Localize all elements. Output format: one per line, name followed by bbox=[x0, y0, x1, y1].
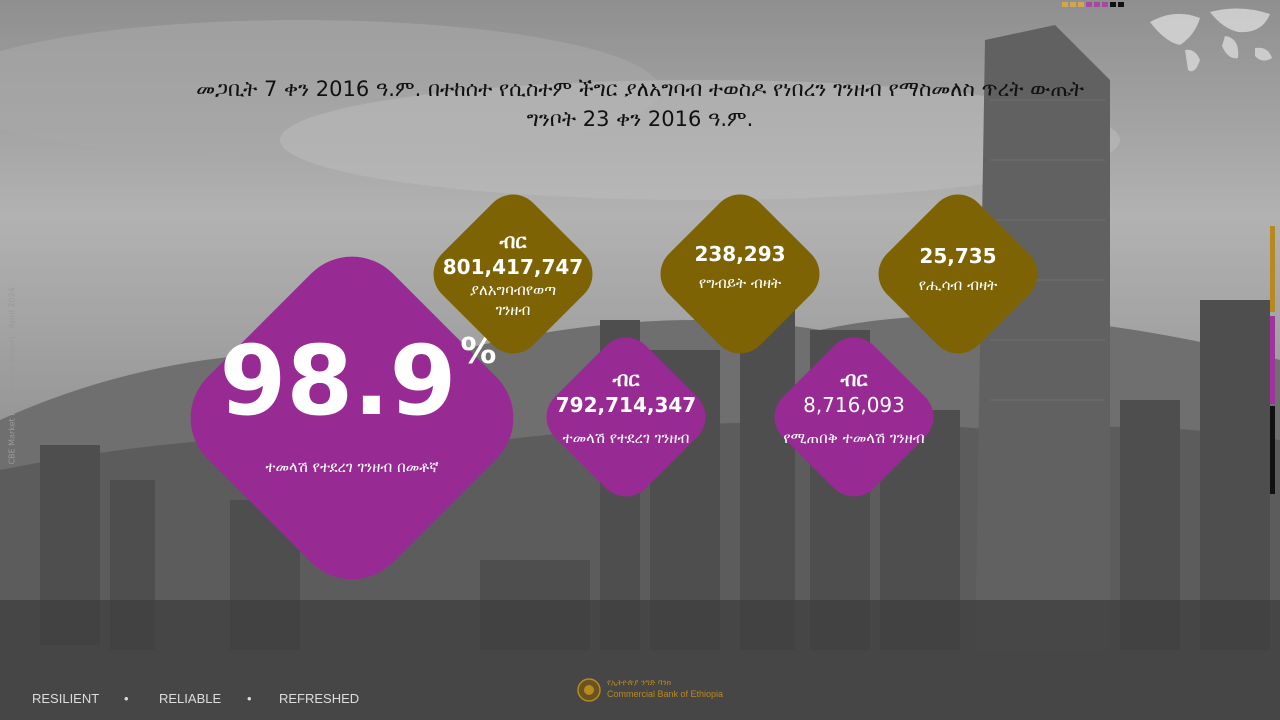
transactions-count-diamond: 238,293 የግብይት ብዛት bbox=[648, 182, 832, 366]
footer-separator-1: • bbox=[124, 691, 129, 706]
main-percentage-label: ተመላሽ የተደረገ ገንዘብ በመቶኛ bbox=[265, 458, 439, 476]
bank-name-english: Commercial Bank of Ethiopia bbox=[607, 689, 724, 699]
title-line-1: መጋቢት 7 ቀን 2016 ዓ.ም. በተከሰተ የሲስተም ችግር ያለአግ… bbox=[196, 77, 1084, 101]
unlawful-currency: ብር bbox=[499, 229, 527, 253]
accounts-count-label: የሒሳብ ብዛት bbox=[918, 276, 998, 294]
unlawful-amount-label-2: ገንዘብ bbox=[495, 301, 531, 319]
footer-reliable: RELIABLE bbox=[159, 691, 222, 706]
pending-amount-diamond: ብር 8,716,093 የሚጠበቅ ተመላሽ ገንዘብ bbox=[762, 325, 946, 509]
world-map-icon bbox=[1150, 8, 1272, 72]
pending-amount-value: 8,716,093 bbox=[803, 393, 905, 417]
unlawful-amount-label-1: ያለአግባብየወጣ bbox=[469, 281, 557, 299]
returned-amount-diamond: ብር 792,714,347 ተመላሽ የተደረገ ገንዘብ bbox=[534, 325, 718, 509]
pending-currency: ብር bbox=[840, 367, 868, 391]
title-line-2: ግንቦት 23 ቀን 2016 ዓ.ም. bbox=[526, 107, 754, 131]
main-percentage-value: 98.9 bbox=[219, 325, 457, 437]
unlawful-amount-diamond: ብር 801,417,747 ያለአግባብየወጣ ገንዘብ bbox=[421, 182, 605, 366]
transactions-count-label: የግብይት ብዛት bbox=[698, 274, 782, 292]
returned-amount-label: ተመላሽ የተደረገ ገንዘብ bbox=[562, 429, 690, 447]
bank-logo: የኢትዮጵያ ንግድ ባንክ Commercial Bank of Ethiop… bbox=[575, 676, 745, 704]
footer-refreshed: REFRESHED bbox=[279, 691, 360, 706]
transactions-count-value: 238,293 bbox=[694, 242, 786, 266]
footer-separator-2: • bbox=[247, 691, 252, 706]
accounts-count-value: 25,735 bbox=[919, 244, 997, 268]
accounts-count-diamond: 25,735 የሒሳብ ብዛት bbox=[866, 182, 1050, 366]
returned-currency: ብር bbox=[612, 367, 640, 391]
bank-emblem-icon bbox=[577, 678, 601, 702]
pending-amount-label: የሚጠበቅ ተመላሽ ገንዘብ bbox=[783, 429, 925, 447]
unlawful-amount-value: 801,417,747 bbox=[442, 255, 584, 279]
returned-amount-value: 792,714,347 bbox=[555, 393, 697, 417]
bank-name-amharic: የኢትዮጵያ ንግድ ባንክ bbox=[607, 678, 672, 687]
footer-resilient: RESILIENT bbox=[32, 691, 100, 706]
main-percentage-diamond: 98.9% ተመላሽ የተደረገ ገንዘብ በመቶኛ bbox=[166, 232, 538, 604]
vertical-side-text: CBE Market Performance Report · April 20… bbox=[7, 287, 17, 465]
